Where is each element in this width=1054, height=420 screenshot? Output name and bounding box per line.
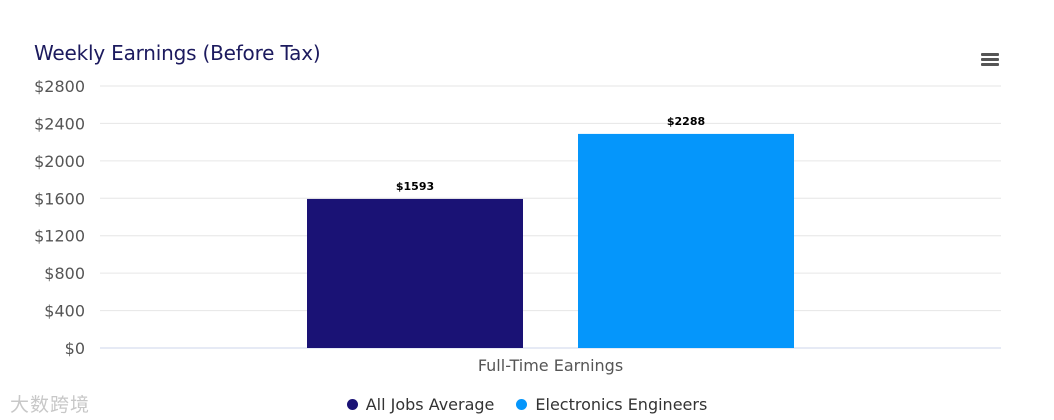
y-tick-label: $0 — [65, 339, 85, 358]
chart-legend: All Jobs Average Electronics Engineers — [0, 395, 1054, 414]
bar-chart: $0 $400 $800 $1200 $1600 $2000 $2400 $2800 $1593… — [34, 77, 1001, 375]
bar-all-jobs-average — [307, 198, 523, 348]
y-tick-label: $2800 — [34, 77, 85, 96]
y-tick-label: $1600 — [34, 189, 85, 208]
y-tick-label: $1200 — [34, 227, 85, 246]
legend-marker-electronics-engineers — [516, 399, 528, 410]
legend-item-electronics-engineers[interactable]: Electronics Engineers — [516, 395, 707, 414]
y-tick-label: $2000 — [34, 152, 85, 171]
legend-label-electronics-engineers: Electronics Engineers — [535, 395, 708, 414]
legend-item-all-jobs-average[interactable]: All Jobs Average — [346, 395, 495, 414]
bar-electronics-engineers — [578, 133, 794, 348]
y-tick-label: $400 — [44, 302, 85, 321]
hamburger-menu-icon[interactable] — [981, 53, 999, 67]
y-tick-label: $2400 — [34, 114, 85, 133]
watermark: 大数跨境 — [10, 394, 91, 416]
data-label: $1593 — [396, 180, 434, 193]
legend-marker-all-jobs-average — [346, 399, 358, 410]
x-tick-label: Full-Time Earnings — [478, 356, 623, 375]
data-label: $2288 — [667, 115, 705, 128]
legend-label-all-jobs-average: All Jobs Average — [365, 395, 495, 414]
chart-title: Weekly Earnings (Before Tax) — [34, 41, 321, 65]
y-tick-label: $800 — [44, 264, 85, 283]
